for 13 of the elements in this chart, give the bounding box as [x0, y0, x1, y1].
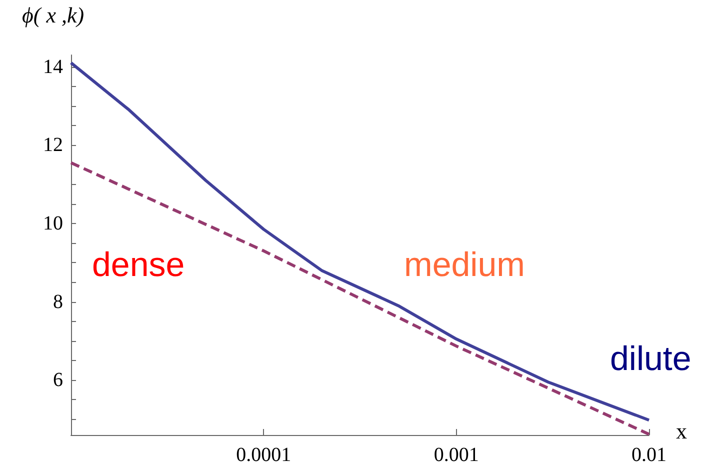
y-tick-label: 8	[53, 290, 63, 313]
annotation: medium	[404, 246, 525, 284]
x-axis-title: x	[676, 418, 687, 444]
y-tick-label: 10	[43, 212, 63, 234]
y-tick-label: 12	[43, 134, 63, 156]
annotation: dilute	[610, 340, 692, 378]
y-axis-title: ϕ( x ,k)	[22, 2, 84, 28]
x-tick-label: 0.001	[434, 444, 479, 466]
annotation: dense	[92, 246, 185, 284]
y-tick-label: 14	[43, 56, 63, 78]
x-tick-label: 0.0001	[236, 444, 292, 466]
x-tick-label: 0.01	[632, 444, 666, 466]
y-tick-label: 6	[53, 369, 63, 392]
